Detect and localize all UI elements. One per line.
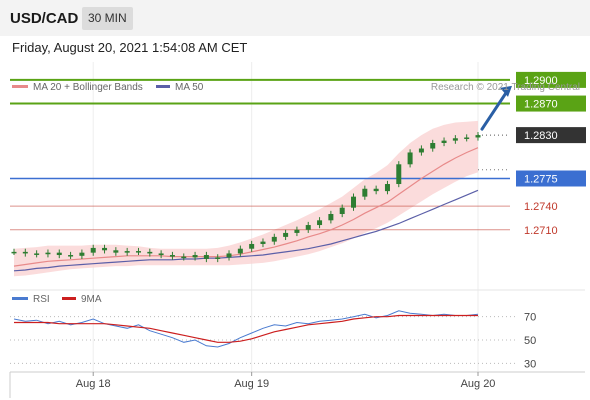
candle-body (418, 148, 424, 153)
candle-body (158, 253, 164, 256)
rsi-tick-label: 30 (524, 358, 536, 370)
candle-body (215, 257, 221, 259)
candle-body (396, 164, 402, 185)
candle-body (11, 251, 17, 254)
rsi-line (13, 310, 479, 348)
resistance-label-bg-2 (516, 95, 586, 112)
candle-body (147, 251, 153, 254)
copyright-text: Research © 2021 Trading Central (431, 82, 580, 93)
x-tick-label: Aug 20 (461, 378, 496, 390)
ma50-legend-label: MA 50 (175, 82, 204, 93)
candle-body (102, 247, 108, 251)
candle-body (192, 255, 198, 258)
price-candles (11, 131, 481, 263)
x-axis: Aug 18 Aug 19 Aug 20 (9, 371, 585, 398)
ma50-legend-swatch (156, 85, 170, 88)
candle-body (135, 251, 141, 253)
candle-body (475, 135, 481, 138)
candle-body (181, 256, 187, 259)
rsi-tick-label: 70 (524, 312, 536, 324)
level-lines (10, 78, 510, 231)
chart-header: USD/CAD 30 MIN (0, 0, 590, 36)
chart-datetime: Friday, August 20, 2021 1:54:08 AM CET (12, 40, 248, 55)
ma20-legend-swatch (12, 85, 28, 88)
ma50-line (13, 189, 479, 272)
candle-body (68, 255, 74, 257)
candle-body (351, 196, 357, 208)
candle-body (384, 184, 390, 192)
candle-body (260, 241, 266, 244)
up-arrow-icon (500, 85, 512, 97)
candle-body (56, 252, 62, 256)
candle-body (45, 252, 51, 255)
candle-body (328, 214, 334, 221)
candle-body (237, 248, 243, 254)
candle-body (339, 207, 345, 214)
candle-body (90, 247, 96, 253)
candle-body (452, 138, 458, 141)
candle-body (407, 152, 413, 165)
candle-body (362, 188, 368, 197)
pivot-label-bg (516, 170, 586, 187)
candle-body (441, 140, 447, 143)
candle-body (124, 251, 130, 253)
x-tick-label: Aug 19 (234, 378, 269, 390)
resistance-label: 1.2900 (524, 75, 558, 87)
support-label: 1.2710 (524, 225, 558, 237)
candle-body (305, 225, 311, 230)
rsi-ma-legend-swatch (62, 297, 76, 300)
candle-body (294, 229, 300, 233)
candle-body (430, 143, 436, 149)
ma20-line (13, 147, 479, 267)
rsi-tick-label: 50 (524, 335, 536, 347)
pivot-label: 1.2775 (524, 174, 558, 186)
symbol-label: USD/CAD (10, 10, 79, 27)
candle-body (249, 243, 255, 249)
resistance-label-bg-1 (516, 71, 586, 88)
support-label: 1.2740 (524, 201, 558, 213)
grid-lines (10, 62, 585, 372)
last-price-label-bg (516, 127, 586, 144)
legend: MA 20 + Bollinger Bands MA 50 Research © 2… (12, 82, 580, 93)
level-labels: 1.2900 1.2870 1.2830 1.2775 1.2740 1.2710 (480, 71, 586, 237)
rsi-legend-swatch (12, 297, 28, 300)
resistance-label: 1.2870 (524, 99, 558, 111)
up-arrow-shaft (480, 88, 510, 131)
ma20-legend-label: MA 20 + Bollinger Bands (33, 82, 143, 93)
x-tick-label: Aug 18 (76, 378, 111, 390)
candle-body (203, 255, 209, 259)
rsi-legend-label: RSI (33, 294, 50, 305)
rsi-ma-line (14, 314, 478, 343)
candle-body (113, 250, 119, 253)
candle-body (34, 253, 40, 255)
indicator-lines (13, 147, 479, 272)
candle-body (464, 137, 470, 139)
candle-body (317, 220, 323, 226)
candle-body (373, 188, 379, 192)
candle-body (283, 232, 289, 237)
last-price-label: 1.2830 (524, 130, 558, 142)
candle-body (169, 255, 175, 257)
rsi-ma-legend-label: 9MA (81, 294, 102, 305)
candle-body (79, 252, 85, 256)
interval-button[interactable]: 30 MIN (82, 7, 133, 30)
candle-body (22, 251, 28, 254)
candle-body (271, 236, 277, 242)
rsi-panel: RSI 9MA 30 50 70 (10, 294, 536, 370)
candle-body (226, 253, 232, 258)
